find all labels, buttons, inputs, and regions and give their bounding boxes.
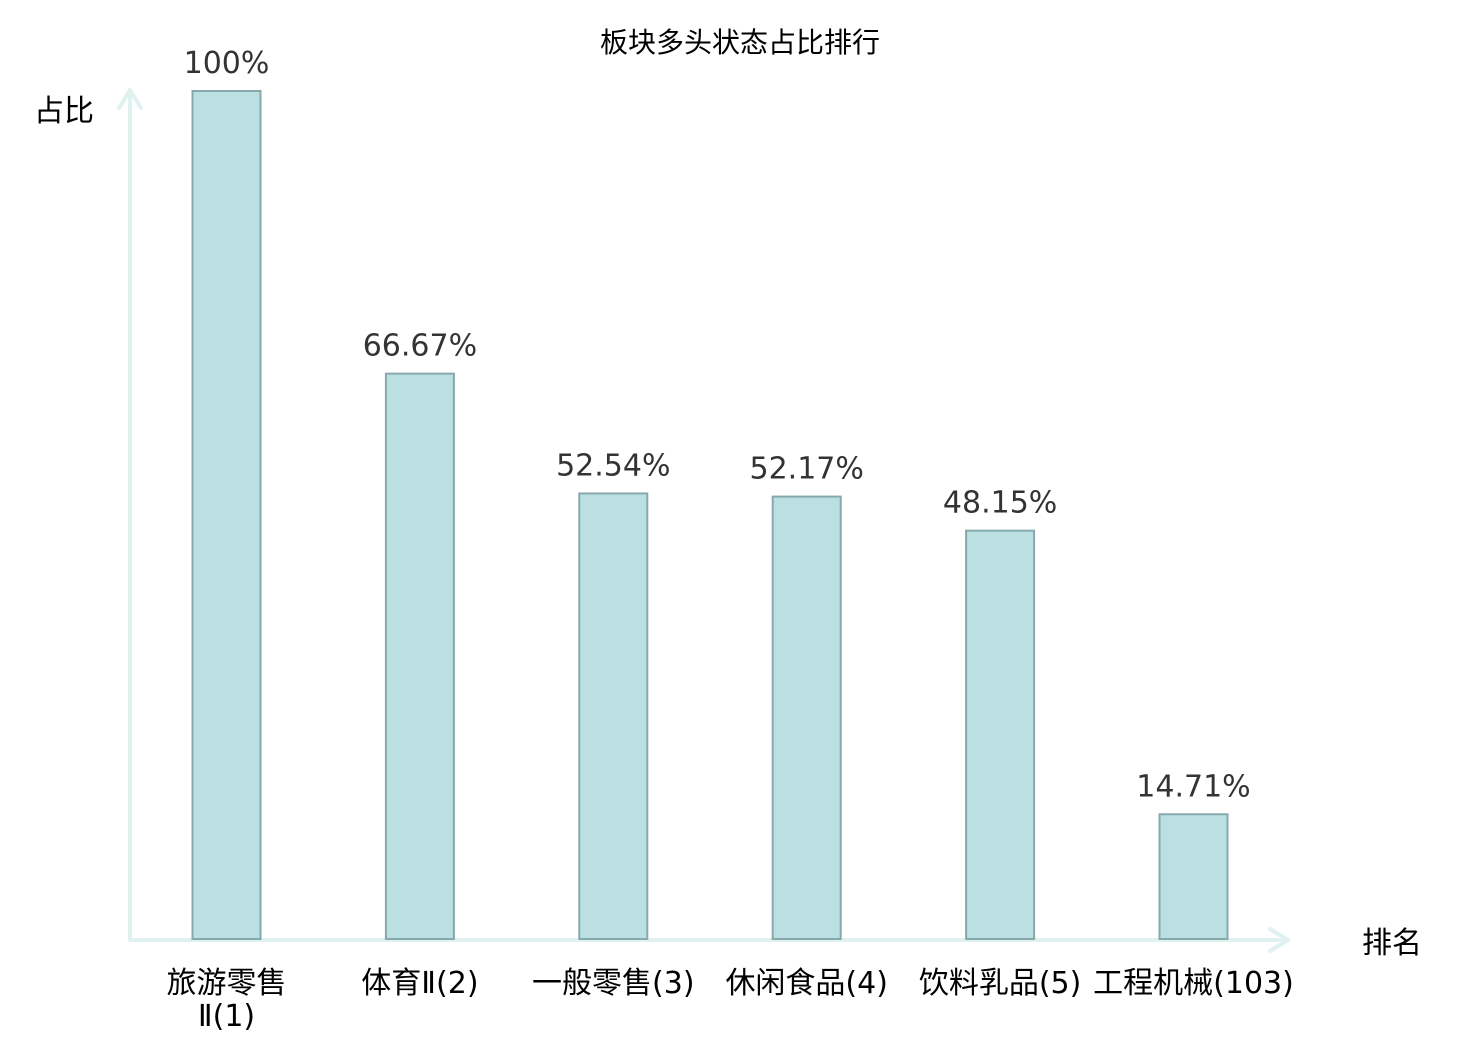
x-axis-label: 排名 (1362, 926, 1422, 961)
bar-value-label: 66.67% (363, 329, 477, 364)
bar (578, 492, 649, 940)
bar-value-label: 14.71% (1136, 769, 1250, 804)
category-tick-label: 休闲食品(4) (725, 966, 888, 1001)
value-labels: 100% 66.67% 52.54% 52.17% 48.15% 14.71% (184, 46, 1251, 804)
bar-value-label: 48.15% (943, 486, 1057, 521)
bar-value-label: 52.54% (556, 448, 670, 483)
bar (191, 90, 262, 940)
bar-value-label: 100% (184, 46, 270, 81)
x-axis-arrow-icon (1268, 927, 1290, 953)
bars (191, 90, 1229, 941)
category-tick-label: 一般零售(3) (532, 966, 695, 1001)
category-tick-label: Ⅱ(1) (198, 999, 255, 1034)
bar (1158, 813, 1229, 941)
y-axis (117, 88, 143, 942)
category-tick-label: 体育Ⅱ(2) (361, 966, 478, 1001)
category-tick-label: 旅游零售 (167, 966, 287, 1001)
bar-value-label: 52.17% (750, 452, 864, 487)
category-tick-label: 饮料乳品(5) (919, 966, 1082, 1001)
x-axis (128, 927, 1290, 953)
bar (771, 495, 842, 940)
y-axis-label: 占比 (34, 94, 94, 129)
chart-title: 板块多头状态占比排行 (600, 26, 880, 59)
bar (965, 529, 1036, 940)
y-axis-arrow-icon (117, 88, 143, 110)
category-tick-label: 工程机械(103) (1093, 966, 1294, 1001)
bar (384, 372, 455, 940)
